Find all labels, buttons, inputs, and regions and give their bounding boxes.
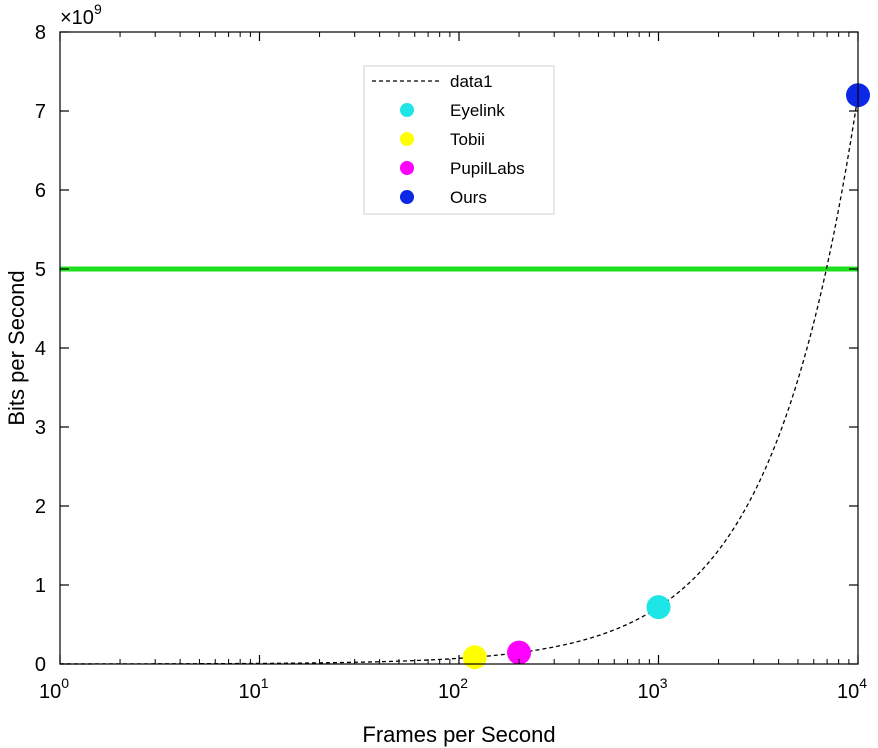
legend-marker-pupillabs — [400, 161, 414, 175]
axes: 100 101 102 103 104 0 1 2 3 4 5 6 7 8 ×109 Frames per S… — [4, 1, 867, 747]
marker-eyelink — [646, 595, 671, 620]
legend-box — [363, 65, 555, 215]
legend-label-pupillabs: PupilLabs — [450, 159, 525, 178]
legend-marker-ours — [400, 190, 414, 204]
y-tick-label: 3 — [35, 417, 46, 439]
y-exponent-label: ×109 — [60, 1, 102, 29]
y-tick-label: 8 — [35, 22, 46, 44]
legend-marker-tobii — [400, 132, 414, 146]
y-tick-label: 6 — [35, 180, 46, 202]
marker-tobii — [462, 645, 487, 670]
legend-marker-eyelink — [400, 103, 414, 117]
x-tick-label: 101 — [238, 675, 268, 703]
legend: data1 Eyelink Tobii PupilLabs Ours — [363, 65, 555, 215]
legend-label-eyelink: Eyelink — [450, 101, 505, 120]
x-tick-label: 104 — [837, 675, 867, 703]
x-tick-label: 102 — [438, 675, 468, 703]
legend-label-ours: Ours — [450, 188, 487, 207]
x-tick-label: 100 — [39, 675, 69, 703]
y-tick-label: 7 — [35, 101, 46, 123]
legend-label-data1: data1 — [450, 72, 493, 91]
y-tick-label: 5 — [35, 259, 46, 281]
y-tick-label: 1 — [35, 575, 46, 597]
y-tick-label: 0 — [35, 654, 46, 676]
y-tick-label: 4 — [35, 338, 46, 360]
x-tick-label: 103 — [637, 675, 667, 703]
y-tick-label: 2 — [35, 496, 46, 518]
x-axis-label: Frames per Second — [362, 722, 555, 747]
legend-label-tobii: Tobii — [450, 130, 485, 149]
y-axis-label: Bits per Second — [4, 270, 29, 425]
marker-pupillabs — [507, 640, 532, 665]
